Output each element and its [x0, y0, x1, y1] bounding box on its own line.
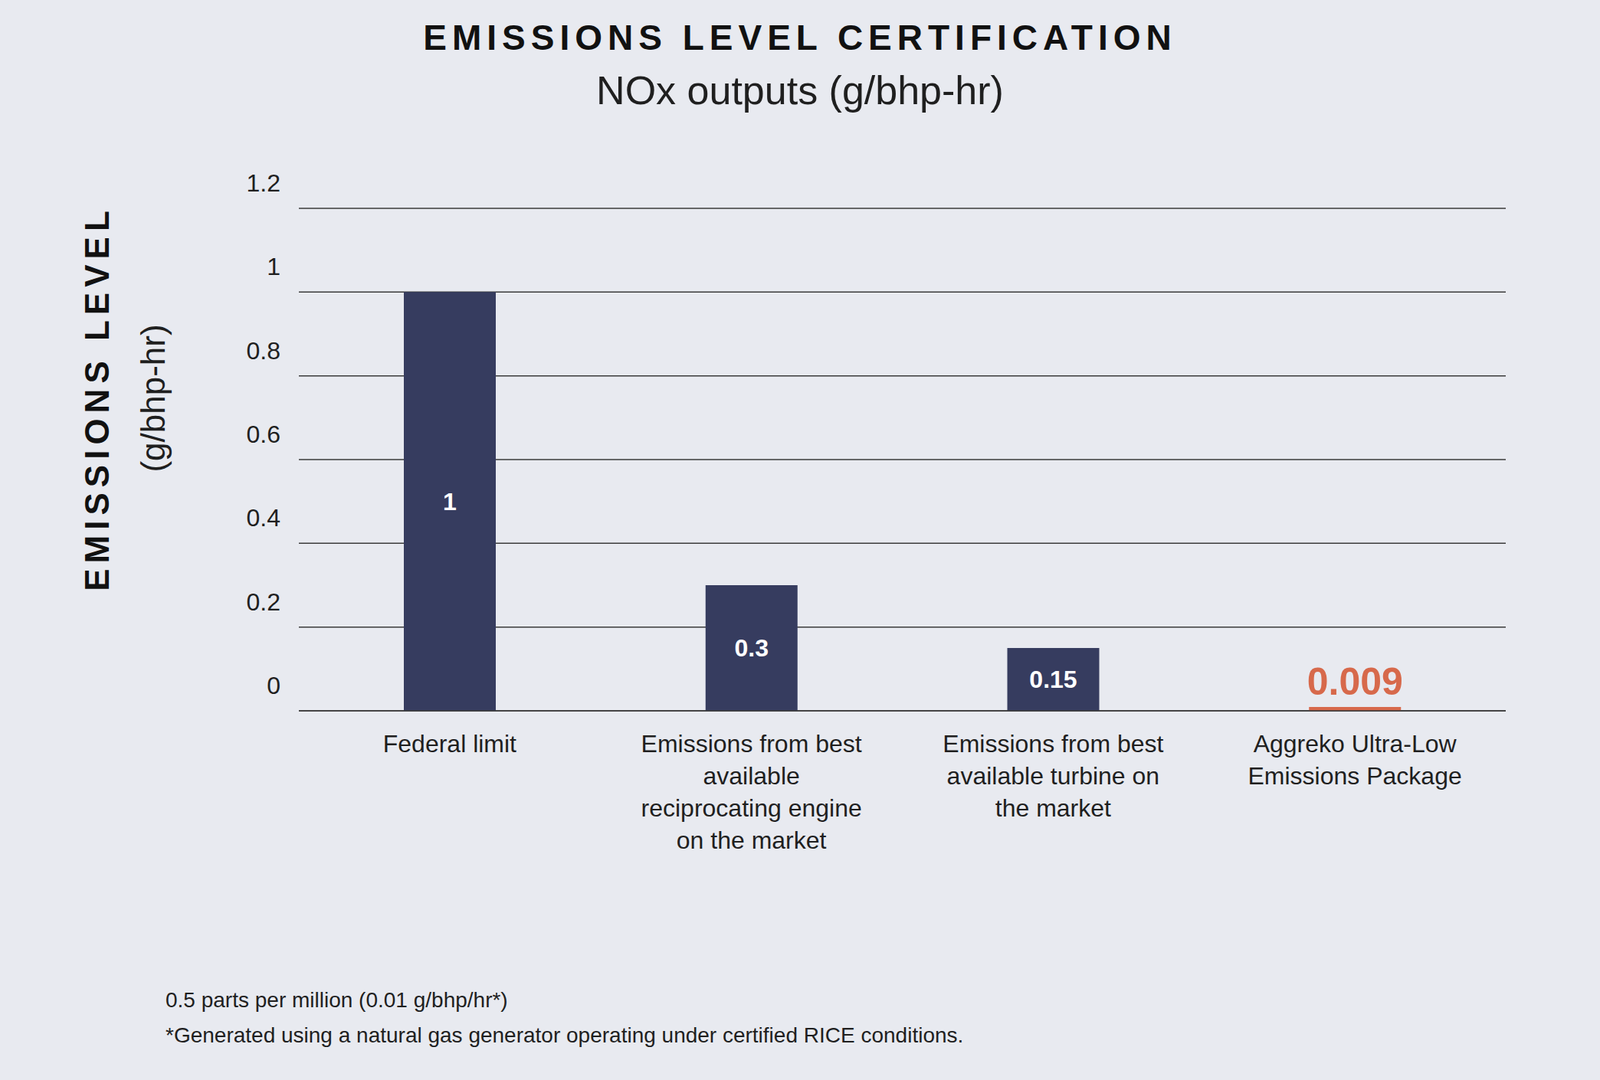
svg-text:0.6: 0.6 [246, 420, 281, 449]
svg-text:1: 1 [266, 252, 281, 281]
svg-text:Aggreko Ultra-LowEmissions Pac: Aggreko Ultra-LowEmissions Package [1248, 730, 1463, 791]
html-text:EMISSIONS LEVEL: EMISSIONS LEVEL [78, 205, 116, 592]
html-text:NOx outputs (g/bhp-hr): NOx outputs (g/bhp-hr) [596, 68, 1004, 113]
html-text:*Generated using a natural gas: *Generated using a natural gas generator… [165, 1023, 964, 1048]
svg-text:Emissions from bestavailablere: Emissions from bestavailablereciprocatin… [641, 730, 863, 855]
svg-text:0: 0 [266, 672, 281, 700]
svg-text:1: 1 [442, 488, 457, 516]
svg-text:0.009: 0.009 [1307, 660, 1404, 704]
html-text:0.5 parts per million (0.01 g/: 0.5 parts per million (0.01 g/bhp/hr*) [165, 988, 508, 1013]
html-text:EMISSIONS LEVEL CERTIFICATION: EMISSIONS LEVEL CERTIFICATION [423, 17, 1177, 58]
svg-text:Federal limit: Federal limit [383, 730, 517, 758]
svg-text:0.3: 0.3 [734, 634, 769, 663]
svg-text:0.8: 0.8 [246, 337, 281, 365]
svg-text:0.15: 0.15 [1029, 665, 1077, 694]
html-text:(g/bhp-hr): (g/bhp-hr) [134, 324, 172, 473]
svg-text:1.2: 1.2 [246, 169, 281, 197]
svg-text:0.2: 0.2 [246, 588, 281, 617]
svg-text:Emissions from bestavailable t: Emissions from bestavailable turbine ont… [942, 730, 1164, 823]
svg-text:0.4: 0.4 [246, 504, 281, 532]
